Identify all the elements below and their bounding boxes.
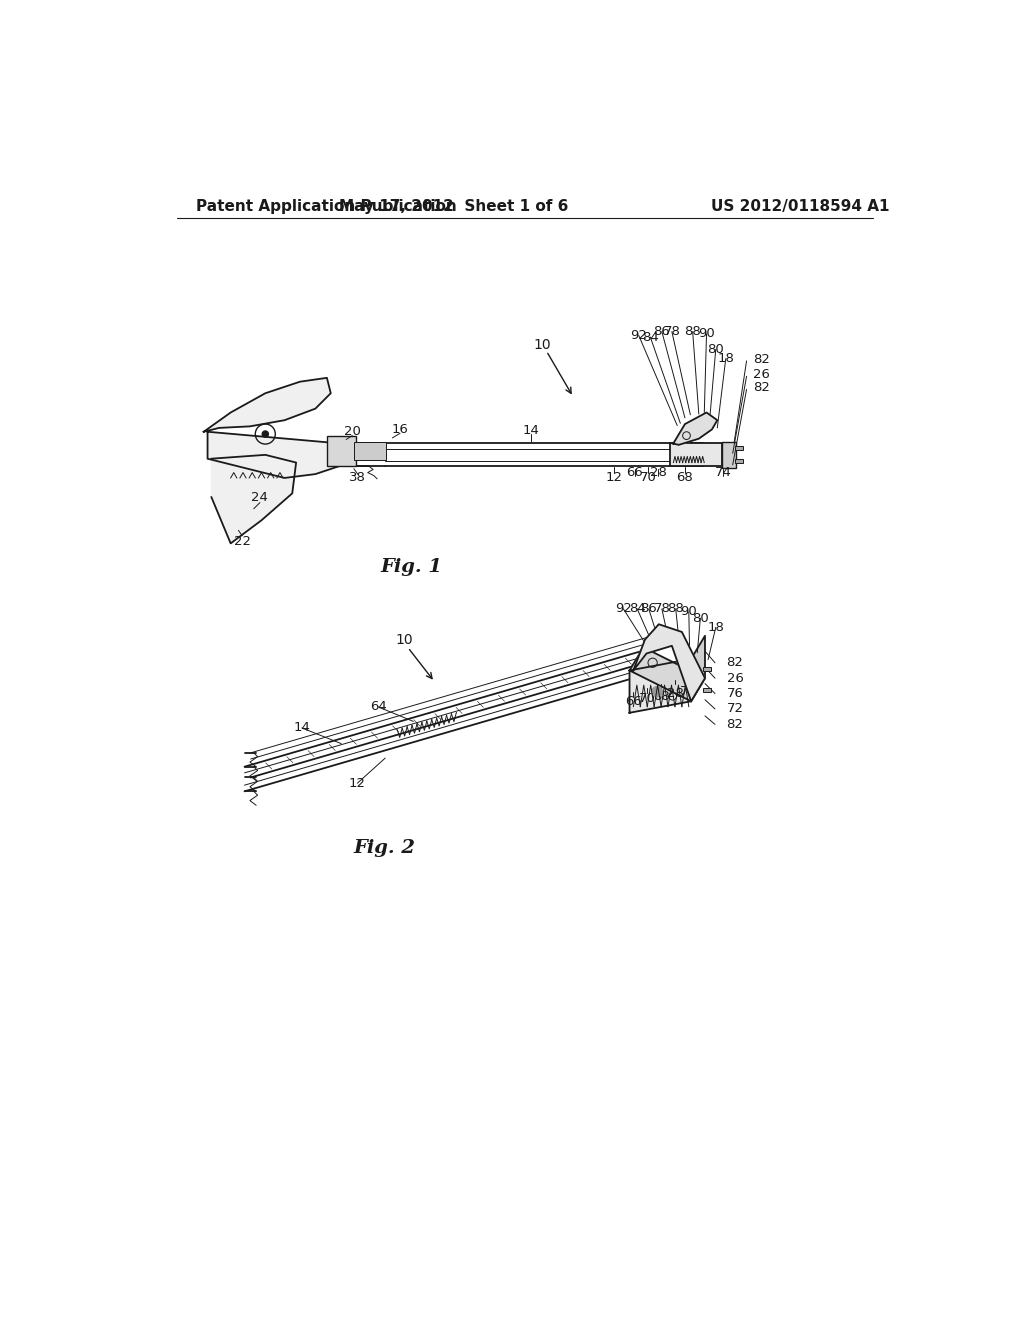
Text: 82: 82 [727, 718, 743, 731]
Text: 88: 88 [668, 602, 684, 615]
Polygon shape [630, 659, 691, 713]
Text: 92: 92 [615, 602, 632, 615]
Text: 28: 28 [667, 688, 683, 700]
Text: 82: 82 [727, 656, 743, 669]
Text: 74: 74 [715, 466, 732, 479]
Text: 10: 10 [534, 338, 551, 351]
Text: Fig. 1: Fig. 1 [381, 557, 442, 576]
Bar [354, 442, 386, 461]
Polygon shape [208, 432, 339, 478]
Bar [327, 436, 356, 466]
Text: 14: 14 [293, 722, 310, 734]
Text: 78: 78 [653, 602, 671, 615]
Bar [703, 667, 711, 671]
Text: 66: 66 [627, 466, 643, 479]
Polygon shape [630, 647, 705, 701]
Text: 86: 86 [653, 325, 671, 338]
Polygon shape [634, 624, 705, 701]
Polygon shape [211, 455, 296, 544]
Text: 10: 10 [395, 632, 413, 647]
Text: 66: 66 [625, 694, 642, 708]
Polygon shape [204, 378, 331, 432]
Text: 90: 90 [698, 327, 715, 341]
Text: 84: 84 [629, 602, 645, 615]
Text: May 17, 2012  Sheet 1 of 6: May 17, 2012 Sheet 1 of 6 [339, 198, 568, 214]
Text: 14: 14 [522, 424, 540, 437]
Text: 24: 24 [252, 491, 268, 504]
Bar [722, 442, 736, 467]
Circle shape [652, 686, 663, 697]
Text: 12: 12 [605, 471, 623, 483]
Text: 16: 16 [391, 422, 409, 436]
Text: 68: 68 [652, 690, 670, 702]
Text: 84: 84 [642, 330, 658, 343]
Text: 76: 76 [727, 686, 743, 700]
Text: Patent Application Publication: Patent Application Publication [196, 198, 457, 214]
Text: 18: 18 [708, 620, 724, 634]
Polygon shape [672, 412, 717, 445]
Text: 20: 20 [344, 425, 360, 438]
Text: 82: 82 [753, 352, 770, 366]
Text: Fig. 2: Fig. 2 [353, 838, 416, 857]
Text: 18: 18 [718, 352, 734, 366]
Text: 80: 80 [692, 611, 709, 624]
Circle shape [262, 430, 268, 437]
Text: 22: 22 [233, 535, 251, 548]
Text: 70: 70 [640, 471, 656, 483]
Text: 82: 82 [753, 381, 770, 395]
Bar [735, 459, 742, 463]
Text: 74: 74 [680, 685, 697, 698]
Text: US 2012/0118594 A1: US 2012/0118594 A1 [712, 198, 890, 214]
Text: 92: 92 [631, 329, 647, 342]
Polygon shape [691, 636, 705, 701]
Bar [670, 444, 722, 466]
Text: 90: 90 [680, 606, 697, 619]
Text: 26: 26 [753, 368, 770, 381]
Text: 80: 80 [708, 343, 724, 356]
Bar [703, 688, 711, 692]
Text: 64: 64 [370, 701, 386, 713]
Text: 72: 72 [727, 702, 743, 715]
Text: 68: 68 [677, 471, 693, 483]
Bar [735, 446, 742, 450]
Text: 28: 28 [649, 466, 667, 479]
Text: 78: 78 [664, 325, 680, 338]
Text: 12: 12 [349, 776, 366, 789]
Text: 38: 38 [349, 471, 367, 484]
Text: 26: 26 [727, 672, 743, 685]
Text: 88: 88 [684, 325, 701, 338]
Text: 86: 86 [640, 602, 657, 615]
Text: 70: 70 [639, 692, 655, 705]
